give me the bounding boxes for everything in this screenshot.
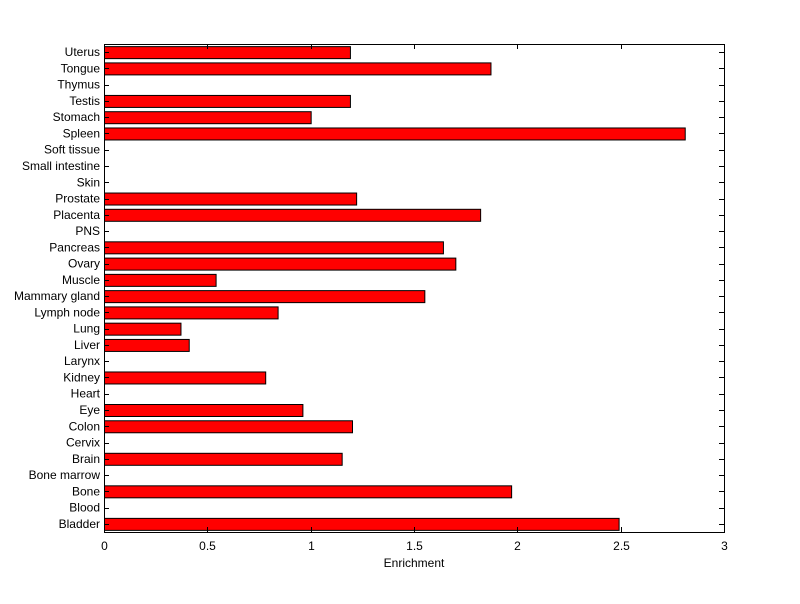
y-tick-label: Stomach <box>53 110 100 124</box>
y-tick-label: Lung <box>73 322 100 336</box>
bar-spleen <box>104 127 686 141</box>
labels-layer: Uterus Tongue Thymus Testis Stomach Spleen Sof… <box>14 45 728 553</box>
x-tick-label: 2 <box>514 539 521 553</box>
bar-bone <box>104 485 513 499</box>
bar-prostate <box>104 192 358 206</box>
bar-lymph-node <box>104 306 279 320</box>
y-tick-label: Lymph node <box>34 305 100 319</box>
y-tick-label: Cervix <box>66 436 100 450</box>
x-tick-label: 1.5 <box>406 539 423 553</box>
bar-eye <box>104 404 304 417</box>
y-tick-label: Bladder <box>59 517 100 531</box>
bar-testis <box>104 94 351 108</box>
y-tick-label: Soft tissue <box>44 143 100 157</box>
bar-uterus <box>104 46 351 60</box>
y-tick-label: Uterus <box>65 45 100 59</box>
bar-mammary-gland <box>104 290 426 304</box>
bar-ovary <box>104 257 457 271</box>
bar-lung <box>104 322 182 336</box>
x-tick-label: 0.5 <box>199 539 216 553</box>
y-tick-label: Bone marrow <box>29 468 101 482</box>
y-tick-label: Placenta <box>53 208 100 222</box>
bar-bladder <box>104 517 620 531</box>
bar-pancreas <box>104 241 444 255</box>
y-tick-label: Mammary gland <box>14 289 100 303</box>
bar-muscle <box>104 273 217 287</box>
x-tick-label: 0 <box>101 539 108 553</box>
bar-stomach <box>104 111 312 125</box>
y-tick-label: Larynx <box>64 354 100 368</box>
y-tick-label: Kidney <box>63 370 100 384</box>
y-tick-label: Small intestine <box>22 159 100 173</box>
y-tick-label: Testis <box>69 94 100 108</box>
y-tick-label: Spleen <box>63 126 100 140</box>
bar-colon <box>104 420 353 434</box>
x-axis-label: Enrichment <box>384 556 445 570</box>
bar-liver <box>104 338 190 352</box>
y-tick-label: Skin <box>77 175 100 189</box>
x-tick-label: 3 <box>721 539 728 553</box>
bar-kidney <box>104 371 267 385</box>
bars-layer <box>104 46 686 531</box>
y-tick-label: Heart <box>71 387 101 401</box>
bar-tongue <box>104 62 492 76</box>
plot-frame <box>104 44 725 533</box>
y-tick-label: Eye <box>79 403 100 417</box>
y-tick-label: Brain <box>72 452 100 466</box>
y-tick-label: Liver <box>74 338 100 352</box>
y-tick-label: Thymus <box>57 78 100 92</box>
x-tick-label: 2.5 <box>613 539 630 553</box>
y-tick-label: PNS <box>75 224 100 238</box>
y-tick-label: Colon <box>69 419 100 433</box>
y-tick-label: Tongue <box>61 61 101 75</box>
y-tick-label: Blood <box>69 501 100 515</box>
x-tick-label: 1 <box>308 539 315 553</box>
y-tick-label: Prostate <box>55 192 100 206</box>
bar-brain <box>104 452 343 466</box>
y-tick-label: Muscle <box>62 273 100 287</box>
y-tick-label: Pancreas <box>49 240 100 254</box>
bar-placenta <box>104 208 482 222</box>
y-tick-label: Bone <box>72 484 100 498</box>
y-tick-label: Ovary <box>68 257 100 271</box>
